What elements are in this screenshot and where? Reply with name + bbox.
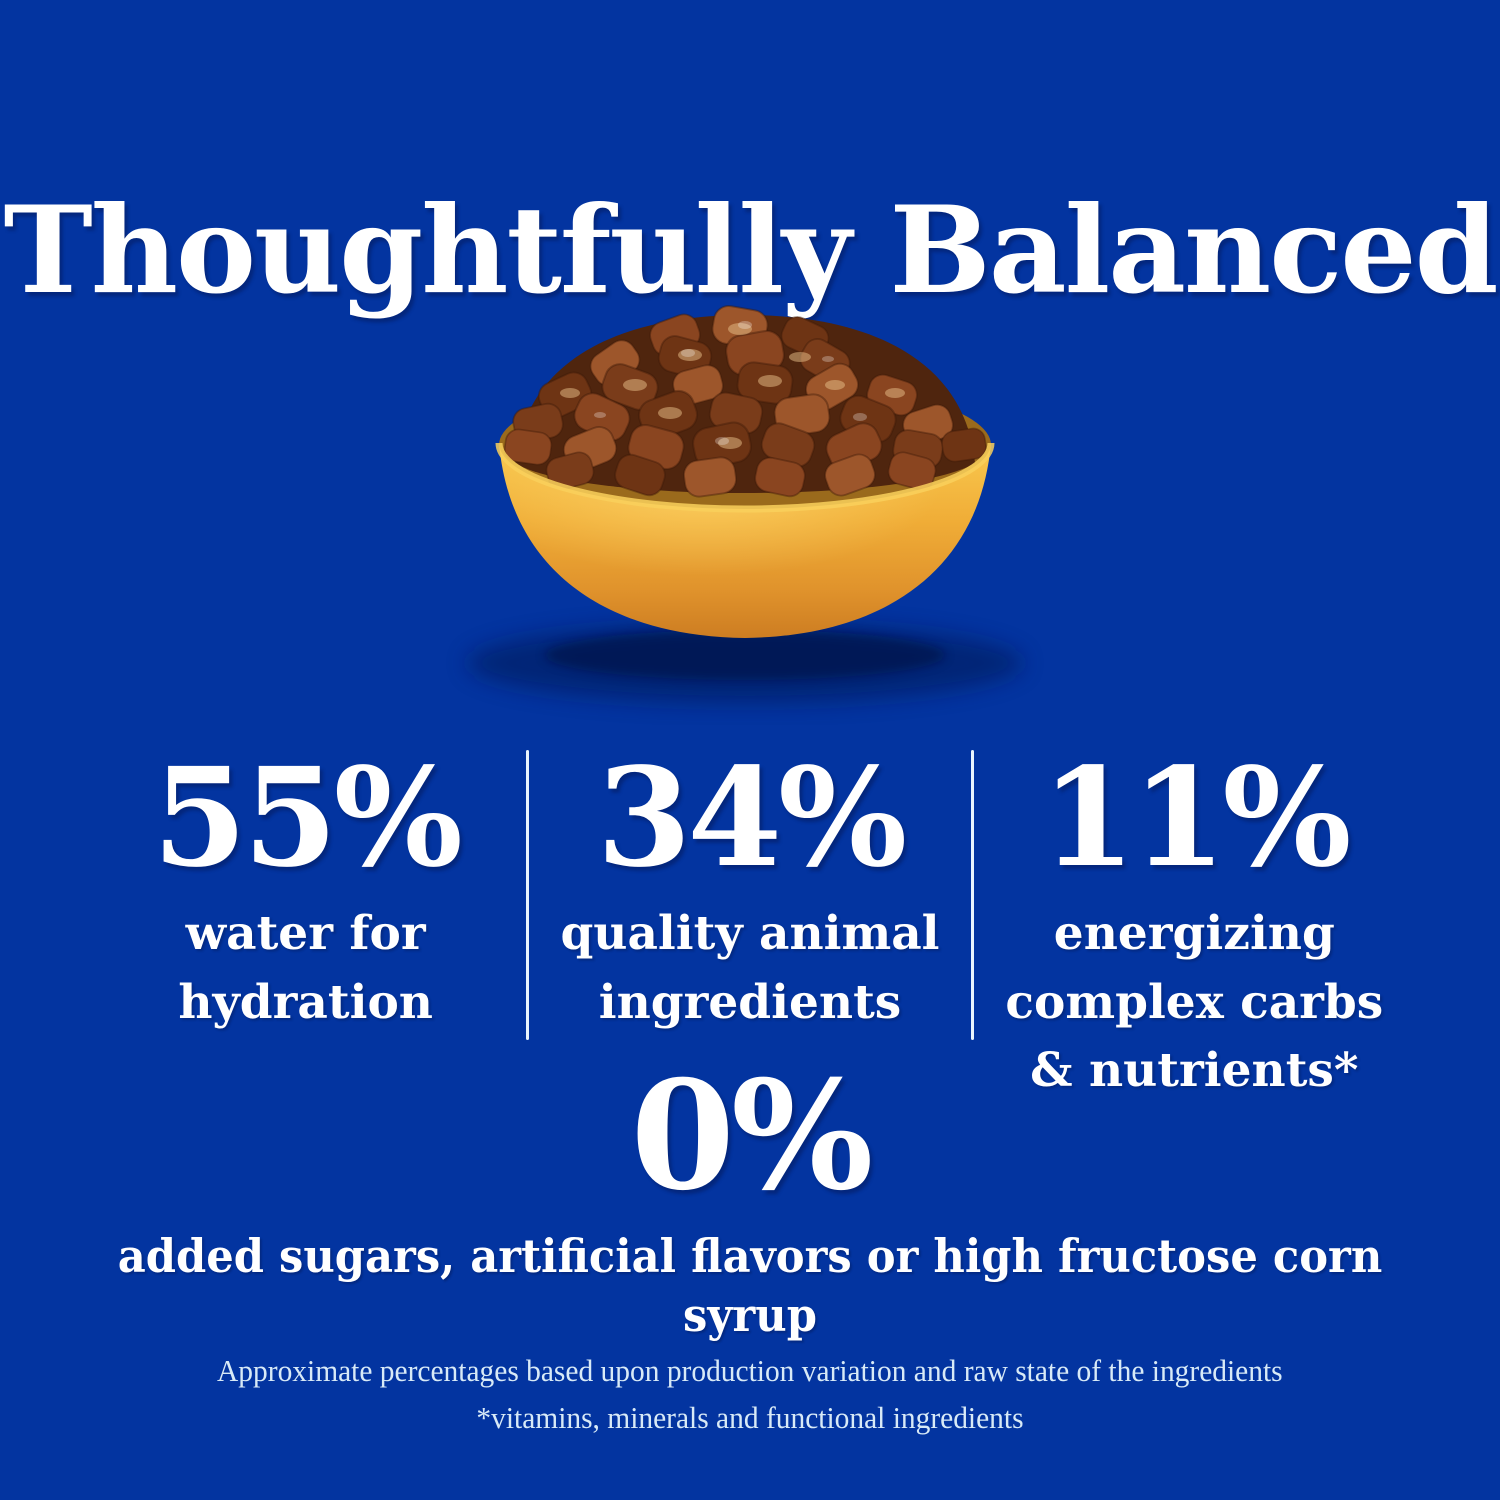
stats-row: 55% water for hydration 34% quality anim… bbox=[85, 740, 1415, 1105]
bowl-highlight bbox=[499, 443, 991, 638]
page-title: Thoughtfully Balanced bbox=[3, 180, 1498, 322]
stat-animal-ingredients: 34% quality animal ingredients bbox=[529, 740, 970, 1037]
footnote-percentages: Approximate percentages based upon produ… bbox=[217, 1353, 1283, 1388]
divider-right bbox=[970, 750, 974, 1040]
stat-carbs-value: 11% bbox=[1041, 738, 1351, 898]
stat-water-label: water for hydration bbox=[178, 906, 433, 1030]
stat-carbs-label: energizing complex carbs & nutrients* bbox=[1005, 906, 1384, 1098]
stat-water-value: 55% bbox=[152, 738, 462, 898]
stat-animal-ingredients-value: 34% bbox=[596, 738, 907, 898]
bowl-rim-edge bbox=[495, 442, 995, 513]
food-bowl-image bbox=[440, 295, 1060, 725]
food-glints bbox=[594, 321, 867, 445]
stat-water: 55% water for hydration bbox=[85, 740, 526, 1037]
food-sheen bbox=[560, 323, 905, 449]
footnote-vitamins: *vitamins, minerals and functional ingre… bbox=[476, 1399, 1024, 1435]
stat-zero-label: added sugars, artificial flavors or high… bbox=[117, 1228, 1383, 1343]
stat-carbs: 11% energizing complex carbs & nutrients… bbox=[974, 740, 1415, 1105]
stat-zero: 0% added sugars, artificial flavors or h… bbox=[0, 1050, 1500, 1346]
divider-left bbox=[526, 750, 530, 1040]
bowl-shadow-inner bbox=[545, 630, 945, 680]
stat-animal-ingredients-label: quality animal ingredients bbox=[560, 906, 940, 1030]
stat-zero-value: 0% bbox=[630, 1048, 874, 1224]
footnotes: Approximate percentages based upon produ… bbox=[0, 1348, 1500, 1441]
food-bowl-graphic bbox=[467, 302, 1023, 703]
